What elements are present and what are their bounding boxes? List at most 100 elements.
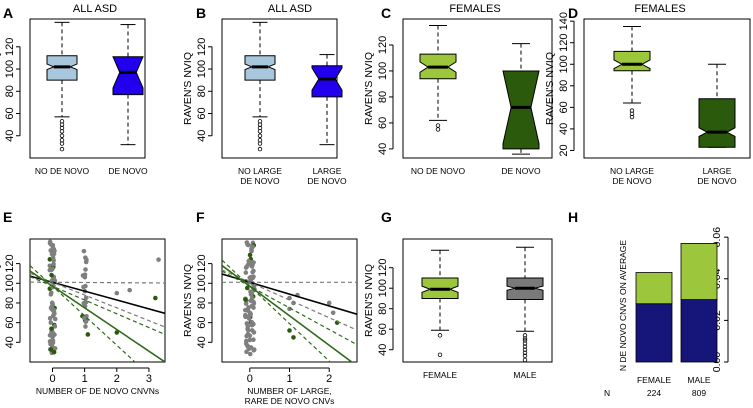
- y-axis-label: RAVEN'S NVIQ: [182, 264, 194, 337]
- y-tick-label: 80: [4, 85, 16, 97]
- scatter-point: [245, 324, 251, 329]
- y-axis-label: RAVEN'S NVIQ: [0, 264, 2, 337]
- scatter-point: [153, 295, 158, 301]
- outlier-point: [435, 127, 441, 132]
- scatter-point: [51, 249, 57, 255]
- x-tick-label: 0: [247, 373, 253, 385]
- plot-frame: [402, 18, 553, 159]
- outlier-point: [59, 129, 65, 134]
- outlier-point: [522, 350, 528, 355]
- scatter-point: [52, 324, 58, 329]
- scatter-point: [249, 248, 254, 254]
- scatter-point: [244, 333, 249, 339]
- scatter-point: [49, 326, 54, 332]
- outlier-point: [59, 146, 65, 152]
- y-tick-label: 60: [196, 107, 208, 119]
- y-tick-label: 80: [4, 297, 16, 309]
- outlier-point: [257, 129, 263, 134]
- scatter-point: [248, 292, 254, 297]
- bar-bottom: [680, 299, 718, 363]
- box-body: [112, 56, 144, 96]
- outlier-point: [522, 338, 528, 343]
- panel-title: ALL ASD: [268, 3, 312, 15]
- scatter-point: [83, 319, 89, 325]
- category-label: DE NOVO: [501, 166, 541, 176]
- regression-line: [222, 270, 357, 346]
- panel-label: F: [196, 209, 205, 225]
- scatter-point: [249, 303, 255, 309]
- scatter-point: [251, 330, 257, 335]
- outlier-point: [629, 114, 635, 120]
- scatter-point: [81, 315, 87, 321]
- outlier-point: [257, 133, 263, 138]
- plot-frame: [29, 18, 146, 159]
- scatter-point: [244, 349, 249, 355]
- category-label: DE NOVO: [307, 176, 347, 186]
- scatter-point: [83, 267, 88, 272]
- outlier-point: [435, 123, 441, 128]
- x-tick-label: 3: [146, 373, 152, 385]
- category-label: DE NOVO: [697, 176, 737, 186]
- y-tick-label: 120: [4, 254, 16, 272]
- category-label: DE NOVO: [240, 176, 280, 186]
- panel-label: H: [568, 209, 578, 225]
- n-value: 809: [692, 388, 706, 398]
- regression-line: [222, 264, 354, 362]
- category-label: FEMALE: [637, 375, 671, 385]
- scatter-point: [334, 320, 340, 325]
- y-tick-label: 60: [558, 101, 570, 113]
- outlier-point: [522, 353, 528, 359]
- panel-title: FEMALES: [634, 3, 685, 15]
- scatter-point: [245, 242, 251, 248]
- panel-title: ALL ASD: [73, 3, 117, 15]
- scatter-point: [51, 349, 57, 355]
- scatter-point: [247, 337, 253, 343]
- x-tick-label: 0: [49, 373, 55, 385]
- scatter-point: [244, 285, 250, 291]
- scatter-point: [48, 347, 54, 352]
- outlier-point: [257, 146, 263, 152]
- scatter-point: [247, 260, 253, 266]
- box-body: [698, 98, 736, 148]
- y-tick-label: 40: [196, 336, 208, 348]
- y-tick-label: 80: [377, 91, 389, 103]
- scatter-point: [48, 320, 54, 325]
- box-2: [506, 246, 544, 363]
- panel-label: D: [568, 5, 578, 21]
- scatter-point: [49, 267, 54, 273]
- y-tick-label: 120: [4, 38, 16, 56]
- regression-line: [222, 259, 332, 362]
- category-label: NO LARGE: [238, 166, 282, 176]
- y-tick-label: 40: [377, 344, 389, 356]
- scatter-point: [249, 274, 254, 280]
- y-tick-label: 100: [196, 274, 208, 292]
- outlier-point: [522, 333, 528, 338]
- y-tick-label: 80: [558, 80, 570, 92]
- scatter-point: [242, 307, 248, 313]
- scatter-point: [243, 297, 248, 302]
- regression-line: [30, 265, 136, 362]
- y-tick-label: 60: [196, 317, 208, 329]
- scatter-point: [291, 335, 296, 340]
- n-value: 224: [647, 388, 661, 398]
- scatter-point: [48, 292, 54, 297]
- y-tick-label: 80: [196, 297, 208, 309]
- y-tick-label: 100: [377, 62, 389, 80]
- y-tick-label: 40: [558, 123, 570, 135]
- y-tick-label: 60: [4, 317, 16, 329]
- y-tick-label: 100: [558, 55, 570, 73]
- x-axis-label: RARE DE NOVO CNVs: [245, 396, 335, 406]
- box-body: [502, 70, 540, 150]
- scatter-point: [81, 248, 87, 254]
- plot-frame: [29, 238, 166, 363]
- scatter-point: [85, 332, 91, 337]
- scatter-point: [287, 306, 292, 312]
- scatter-point: [52, 316, 58, 322]
- scatter-point: [48, 305, 54, 311]
- outlier-point: [522, 336, 528, 341]
- scatter-point: [287, 328, 292, 333]
